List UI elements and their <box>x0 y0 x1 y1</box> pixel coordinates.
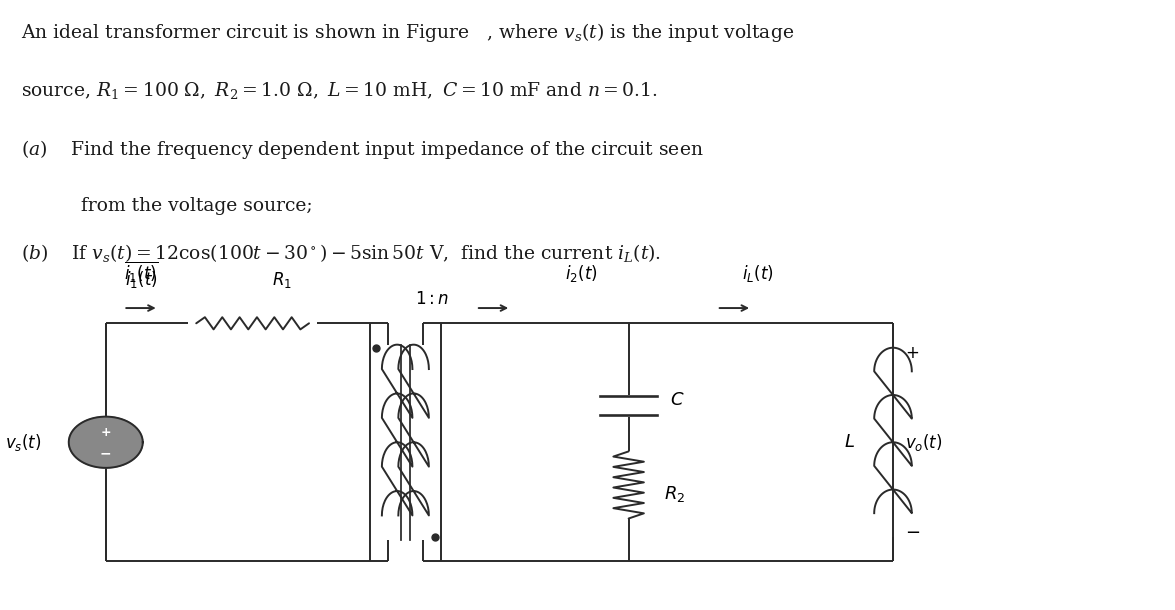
Text: −: − <box>100 446 112 460</box>
Text: $v_s(t)$: $v_s(t)$ <box>5 432 41 453</box>
Text: An ideal transformer circuit is shown in Figure   , where $v_s(t)$ is the input : An ideal transformer circuit is shown in… <box>21 21 794 45</box>
Text: $(a)$    Find the frequency dependent input impedance of the circuit seen: $(a)$ Find the frequency dependent input… <box>21 138 704 162</box>
Text: $C$: $C$ <box>670 390 684 409</box>
Text: $1:n$: $1:n$ <box>415 291 449 308</box>
Text: $L$: $L$ <box>845 433 855 451</box>
Text: $i_2(t)$: $i_2(t)$ <box>565 263 598 284</box>
Polygon shape <box>69 417 142 468</box>
Text: $(b)$    If $v_s(t) = 12\cos(100t - 30^\circ) - 5\sin 50t\ \mathrm{V}$,  find th: $(b)$ If $v_s(t) = 12\cos(100t - 30^\cir… <box>21 242 662 264</box>
Text: $-$: $-$ <box>905 522 920 540</box>
Text: source, $R_1 = 100\ \Omega,\ R_2 = 1.0\ \Omega,\ L = 10\ \mathrm{mH},\ C = 10\ \: source, $R_1 = 100\ \Omega,\ R_2 = 1.0\ … <box>21 80 658 101</box>
Text: from the voltage source;: from the voltage source; <box>21 197 313 215</box>
Text: $i_1(t)$: $i_1(t)$ <box>125 269 157 290</box>
Text: $\overline{i_1(t)}$: $\overline{i_1(t)}$ <box>125 259 157 284</box>
Text: $i_L(t)$: $i_L(t)$ <box>743 263 773 284</box>
Text: +: + <box>100 426 112 439</box>
Text: $R_2$: $R_2$ <box>664 484 685 504</box>
Text: $v_o(t)$: $v_o(t)$ <box>905 432 942 453</box>
Text: $R_1$: $R_1$ <box>273 270 291 290</box>
Text: $+$: $+$ <box>905 345 919 362</box>
